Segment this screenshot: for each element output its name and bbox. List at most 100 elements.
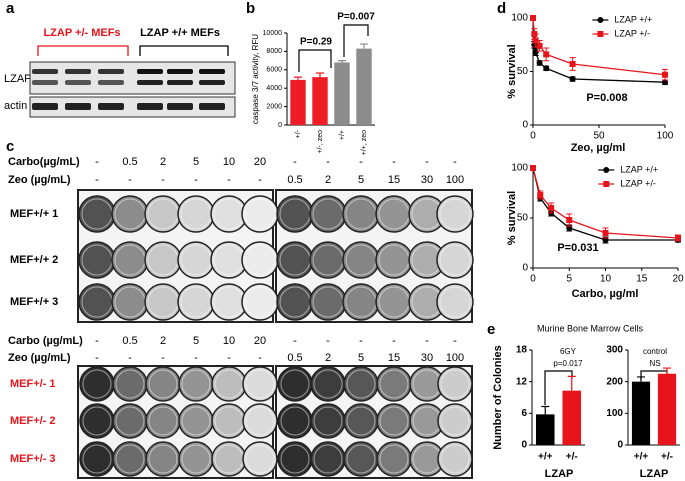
well-rim (440, 406, 470, 436)
x-tick-label: 0 (530, 274, 536, 285)
dose-label: - (95, 352, 99, 364)
marker (662, 79, 668, 86)
header-label: Carbo(µg/mL) (8, 156, 80, 168)
bracket (343, 24, 369, 57)
well (144, 241, 182, 279)
header-label: Zeo (µg/mL) (8, 352, 71, 364)
error-bar (316, 72, 324, 78)
y-axis-label: Number of Colonies (492, 345, 504, 450)
y-tick-label: 50 (517, 66, 529, 77)
well (437, 403, 473, 439)
well (211, 441, 247, 477)
well (242, 403, 278, 439)
blot-bands (32, 69, 225, 110)
y-tick-label: 200 (606, 376, 623, 387)
well (310, 441, 346, 477)
bracket (544, 370, 573, 405)
legend-label: LZAP +/+ (620, 164, 658, 174)
dose-label: 2 (325, 174, 331, 186)
well (79, 366, 115, 402)
y-tick-label: 300 (606, 345, 623, 356)
band (137, 103, 163, 110)
well-rim (379, 369, 409, 399)
y-tick-label: 18 (516, 345, 528, 356)
well (144, 283, 182, 321)
y-tick-label: 6 (521, 408, 527, 419)
x-axis-label: Carbo, µg/ml (572, 288, 639, 300)
well (276, 195, 314, 233)
header-label: Zeo (µg/mL) (8, 174, 71, 186)
well (342, 195, 380, 233)
dose-label: - (326, 335, 330, 347)
well-rim (440, 444, 470, 474)
x-tick-label: +/- (566, 452, 578, 463)
band (167, 69, 193, 74)
marker (569, 61, 576, 68)
x-tick-label: +/- (295, 129, 302, 138)
well (178, 403, 214, 439)
marker (543, 51, 550, 58)
row-label: MEF+/+ 1 (10, 208, 58, 220)
blot (29, 61, 236, 95)
x-axis-label: Zeo, µg/ml (571, 142, 626, 154)
well (178, 441, 214, 477)
annotation: 6GY (560, 347, 577, 356)
well (343, 366, 379, 402)
well (111, 195, 149, 233)
annotation: P=0.007 (337, 12, 375, 23)
dose-label: 30 (421, 352, 433, 364)
well-rim (346, 444, 376, 474)
x-tick-label: +/+ (538, 452, 553, 463)
annotation: control (643, 347, 667, 356)
row-label: MEF+/- 1 (10, 378, 56, 390)
dose-label: 10 (223, 156, 235, 168)
band (98, 103, 124, 110)
well (375, 283, 413, 321)
y-axis-label: % survival (506, 191, 518, 245)
x-tick-label: +/+, zeo (361, 130, 368, 155)
well-rim (181, 406, 211, 436)
y-axis-label: % survival (506, 44, 518, 98)
panel-label: d (497, 0, 506, 17)
well-rim (245, 369, 275, 399)
x-tick-label: 15 (636, 274, 648, 285)
well-rim (379, 444, 409, 474)
dose-label: - (95, 335, 99, 347)
well (211, 403, 247, 439)
well (177, 283, 215, 321)
well (177, 241, 215, 279)
y-tick-label: 6000 (266, 67, 282, 74)
band (167, 103, 193, 110)
dose-label: 15 (388, 174, 400, 186)
dose-label: - (95, 174, 99, 186)
x-axis-label: LZAP (545, 468, 574, 480)
y-tick-label: 10000 (263, 30, 283, 37)
dose-label: - (425, 156, 429, 168)
y-tick-label: 100 (511, 13, 528, 24)
bar (312, 77, 328, 125)
marker (536, 59, 543, 66)
dose-label: - (194, 174, 198, 186)
well (145, 366, 181, 402)
bar (356, 48, 372, 125)
marker (532, 49, 539, 56)
bar (290, 79, 306, 125)
well-rim (313, 444, 343, 474)
x-tick-label: 10 (600, 274, 612, 285)
dose-label: - (392, 335, 396, 347)
y-tick-label: 0 (617, 440, 623, 451)
marker (548, 205, 555, 211)
well (342, 241, 380, 279)
well-rim (280, 369, 310, 399)
well-rim (439, 286, 471, 318)
well-rim (280, 406, 310, 436)
bar (334, 62, 350, 125)
well (309, 241, 347, 279)
bar (562, 390, 582, 445)
well (437, 441, 473, 477)
well (375, 195, 413, 233)
well-rim (245, 444, 275, 474)
header-label: Carbo (µg/mL) (8, 335, 83, 347)
marker (569, 75, 576, 82)
band (98, 69, 124, 74)
